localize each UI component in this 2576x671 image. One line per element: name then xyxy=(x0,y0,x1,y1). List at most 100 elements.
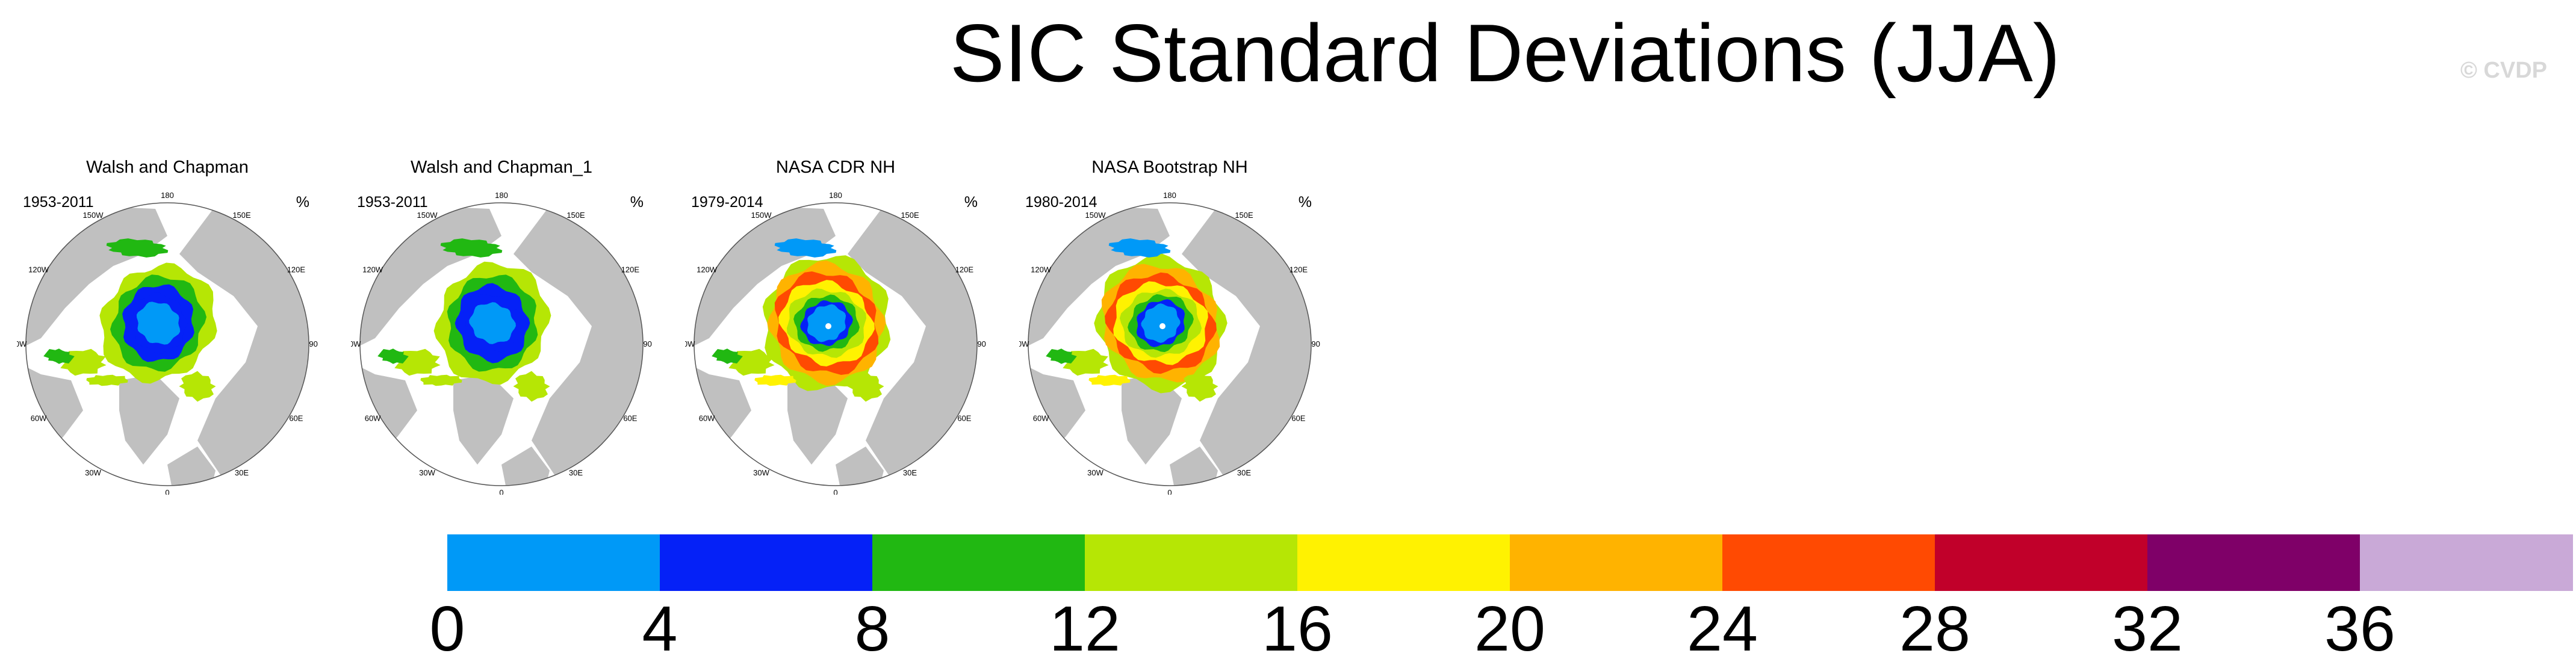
colorbar-tick-label: 32 xyxy=(2112,593,2183,664)
colorbar-tick-label: 16 xyxy=(1262,593,1333,664)
colorbar-segment xyxy=(1085,534,1298,591)
panel-years: 1980-2014 xyxy=(1025,194,1097,211)
colorbar-segment xyxy=(1297,534,1510,591)
polar-map: 180 150E 120E 90E 60E 30E 0 30W 60W 90W 120W 150W xyxy=(685,191,986,495)
sic-contour xyxy=(513,371,550,402)
longitude-label: 90E xyxy=(977,339,986,348)
longitude-label: 30W xyxy=(753,468,769,477)
colorbar-tick-label: 24 xyxy=(1687,593,1758,664)
longitude-label: 120W xyxy=(1031,265,1052,274)
sic-contour xyxy=(774,238,837,258)
colorbar-tick-label: 28 xyxy=(1899,593,1970,664)
panel-title: Walsh and Chapman_1 xyxy=(411,158,592,177)
colorbar-segment xyxy=(2147,534,2360,591)
colorbar-tick-label: 0 xyxy=(429,593,465,664)
longitude-label: 90E xyxy=(643,339,652,348)
pole-hole xyxy=(825,323,831,329)
panel-nasa-bootstrap: NASA Bootstrap NH 1980-2014 % 180 150E 120… xyxy=(1019,158,1320,495)
longitude-label: 0 xyxy=(499,488,503,495)
panel-walsh-chapman-1: Walsh and Chapman_1 1953-2011 % 180 150E 1… xyxy=(351,158,652,495)
sic-contour xyxy=(86,374,128,386)
longitude-label: 60E xyxy=(623,414,637,423)
longitude-label: 150E xyxy=(566,211,585,220)
sic-contour xyxy=(847,371,884,402)
longitude-label: 150E xyxy=(901,211,919,220)
longitude-label: 60W xyxy=(1033,414,1049,423)
land-greenland xyxy=(453,374,514,465)
map-border xyxy=(1028,202,1312,486)
colorbar-segment xyxy=(1935,534,2148,591)
longitude-label: 60W xyxy=(31,414,47,423)
colorbar-tick-label: 20 xyxy=(1474,593,1545,664)
map-border xyxy=(694,202,978,486)
longitude-label: 150W xyxy=(417,211,438,220)
longitude-label: 60E xyxy=(1291,414,1305,423)
colorbar-segment xyxy=(1510,534,1723,591)
panel-years: 1953-2011 xyxy=(357,194,428,211)
longitude-label: 60W xyxy=(365,414,381,423)
land-greenland xyxy=(119,374,179,465)
land-eurasia xyxy=(1182,206,1311,486)
longitude-label: 150E xyxy=(1235,211,1253,220)
longitude-label: 120W xyxy=(697,265,718,274)
longitude-label: 60W xyxy=(699,414,715,423)
sic-contour xyxy=(43,348,75,364)
sic-contour xyxy=(136,301,181,345)
panel-nasa-cdr: NASA CDR NH 1979-2014 % 180 150E 120E 90E 60… xyxy=(685,158,986,495)
longitude-label: 120E xyxy=(287,265,306,274)
sic-contour xyxy=(420,374,462,386)
sic-contour xyxy=(469,302,516,344)
sic-contour xyxy=(754,374,796,386)
longitude-label: 120W xyxy=(362,265,383,274)
colorbar-segment xyxy=(447,534,660,591)
longitude-label: 90W xyxy=(685,339,695,348)
longitude-label: 150W xyxy=(751,211,772,220)
colorbar-segment xyxy=(2360,534,2573,591)
longitude-label: 180 xyxy=(1163,191,1176,200)
land-eurasia xyxy=(848,206,977,486)
sic-contour xyxy=(807,304,846,342)
panel-title: Walsh and Chapman xyxy=(86,158,249,177)
map-content xyxy=(694,203,977,486)
map-content xyxy=(360,203,643,486)
longitude-label: 90E xyxy=(309,339,318,348)
colorbar-tick-label: 36 xyxy=(2324,593,2395,664)
panel-title: NASA Bootstrap NH xyxy=(1091,158,1248,177)
panel-unit: % xyxy=(296,194,309,211)
longitude-label: 90E xyxy=(1311,339,1320,348)
longitude-label: 60E xyxy=(289,414,303,423)
colorbar-segment xyxy=(872,534,1085,591)
sic-contour xyxy=(377,348,409,364)
panel-walsh-chapman: Walsh and Chapman 1953-2011 % 180 150E 120… xyxy=(17,158,318,495)
sic-contour xyxy=(1181,371,1218,402)
sic-contour xyxy=(1088,374,1131,386)
map-content xyxy=(1028,203,1311,486)
sic-contour xyxy=(440,238,503,258)
credit-watermark: © CVDP xyxy=(2460,58,2547,83)
longitude-label: 30E xyxy=(235,468,249,477)
panel-unit: % xyxy=(1298,194,1312,211)
panel-unit: % xyxy=(630,194,644,211)
longitude-label: 90W xyxy=(351,339,361,348)
longitude-label: 90W xyxy=(1019,339,1029,348)
panel-title: NASA CDR NH xyxy=(775,158,896,177)
sic-contour xyxy=(1108,238,1171,258)
sic-contour xyxy=(106,238,169,258)
longitude-label: 30W xyxy=(85,468,101,477)
page-title: SIC Standard Deviations (JJA) xyxy=(949,7,2061,99)
land-eurasia xyxy=(514,206,643,486)
longitude-label: 60E xyxy=(957,414,971,423)
longitude-label: 0 xyxy=(833,488,837,495)
longitude-label: 30E xyxy=(903,468,917,477)
longitude-label: 150W xyxy=(1085,211,1106,220)
colorbar xyxy=(447,534,2573,591)
sic-contour xyxy=(1141,303,1181,343)
polar-map: 180 150E 120E 90E 60E 30E 0 30W 60W 90W 120W 150W xyxy=(351,191,652,495)
panel-unit: % xyxy=(964,194,978,211)
longitude-label: 120E xyxy=(1290,265,1308,274)
panel-years: 1979-2014 xyxy=(691,194,763,211)
longitude-label: 30W xyxy=(419,468,435,477)
longitude-label: 150W xyxy=(83,211,104,220)
longitude-label: 180 xyxy=(829,191,842,200)
colorbar-segment xyxy=(1722,534,1935,591)
